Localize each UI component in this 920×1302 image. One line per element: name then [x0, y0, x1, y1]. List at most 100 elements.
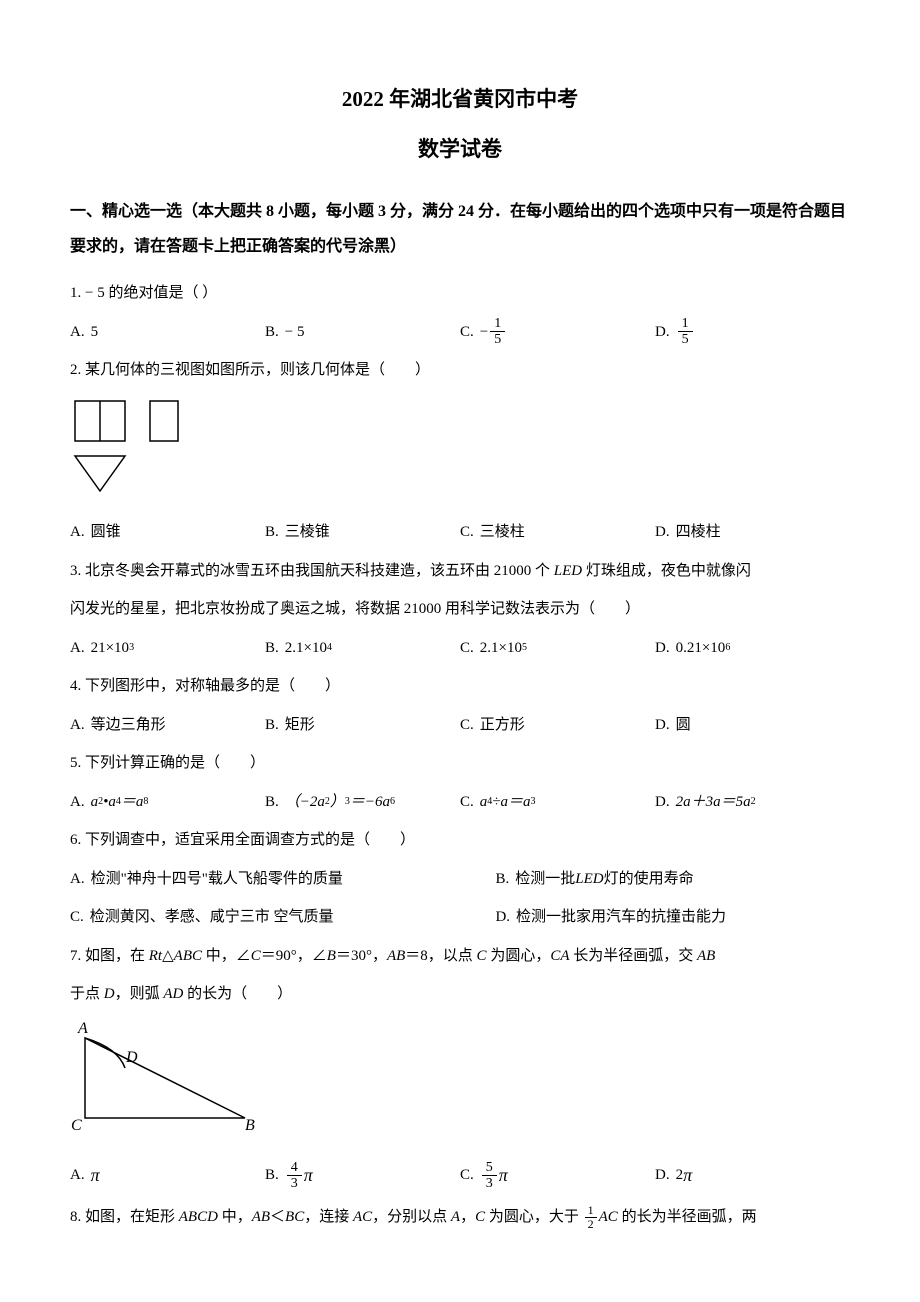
frac-den: 2 [585, 1218, 597, 1231]
q3-l1-a: 3. 北京冬奥会开幕式的冰雪五环由我国航天科技建造，该五环由 21000 个 [70, 563, 554, 579]
frac-den: 3 [482, 1176, 497, 1191]
frac-den: 5 [678, 332, 693, 347]
q3-opt-a: A.21×103 [70, 631, 265, 666]
q4-a-val: 等边三角形 [91, 708, 166, 743]
q2-opt-b: B.三棱锥 [265, 515, 460, 550]
opt-label-c: C. [460, 785, 474, 820]
frac-num: 1 [678, 316, 693, 332]
frac-den: 3 [287, 1176, 302, 1191]
q2-d-val: 四棱柱 [676, 515, 721, 550]
q5-opt-b: B.（−2a2）3＝−6a6 [265, 785, 460, 820]
opt-label-a: A. [70, 785, 85, 820]
opt-label-c: C. [460, 515, 474, 550]
q7-1: 7. 如图，在 [70, 948, 149, 964]
q8-comma: ， [460, 1209, 475, 1225]
q7-tri: △ [162, 948, 174, 964]
q8-lt: ＜ [270, 1209, 285, 1225]
opt-label-a: A. [70, 315, 85, 350]
q7-ab: AB [387, 948, 405, 964]
q4-options: A.等边三角形 B.矩形 C.正方形 D.圆 [70, 708, 850, 743]
q8-abcd: ABCD [179, 1209, 218, 1225]
opt-label-c: C. [460, 708, 474, 743]
opt-label-d: D. [655, 785, 670, 820]
q6-options-row1: A.检测"神舟十四号"载人飞船零件的质量 B.检测一批 LED 灯的使用寿命 [70, 862, 850, 897]
q7-ab2: AB [697, 948, 715, 964]
opt-label-d: D. [655, 515, 670, 550]
opt-label-a: A. [70, 515, 85, 550]
q5b-3: ＝−6a [350, 785, 390, 820]
q5b-2: ） [330, 785, 345, 820]
q8-text: 8. 如图，在矩形 ABCD 中，AB＜BC，连接 AC，分别以点 A，C 为圆… [70, 1200, 850, 1235]
opt-label-b: B. [265, 631, 279, 666]
q1-opt-b: B.− 5 [265, 315, 460, 350]
pi-icon: π [683, 1155, 692, 1196]
frac-num: 1 [585, 1204, 597, 1218]
opt-label-d: D. [655, 708, 670, 743]
q7-abc: ABC [174, 948, 202, 964]
q8-a: A [451, 1209, 460, 1225]
opt-label-c: C. [460, 1158, 474, 1193]
q7-ad: AD [163, 986, 183, 1002]
q5a-2: •a [103, 785, 116, 820]
pi-icon: π [499, 1155, 508, 1196]
q7-options: A.π B.43π C.53π D.2π [70, 1155, 850, 1196]
q6-text: 6. 下列调查中，适宜采用全面调查方式的是（ ） [70, 823, 850, 858]
q5-text: 5. 下列计算正确的是（ ） [70, 746, 850, 781]
q2-figure [70, 396, 850, 507]
opt-label-a: A. [70, 1158, 85, 1193]
q4-opt-a: A.等边三角形 [70, 708, 265, 743]
q1-opt-a: A.5 [70, 315, 265, 350]
q7-ca: CA [550, 948, 569, 964]
q6b-2: 灯的使用寿命 [604, 862, 694, 897]
q4-c-val: 正方形 [480, 708, 525, 743]
q1-opt-d: D. 15 [655, 315, 850, 350]
q3-l1-b: 灯珠组成，夜色中就像闪 [582, 563, 751, 579]
q7-5: ＝8，以点 [405, 948, 476, 964]
q3-d-base: 0.21×10 [676, 631, 726, 666]
q7b-frac: 43 [287, 1160, 302, 1192]
opt-label-d: D. [655, 1158, 670, 1193]
q7d-coef: 2 [676, 1158, 684, 1193]
frac-num: 4 [287, 1160, 302, 1176]
q7-10: 的长为（ ） [183, 986, 292, 1002]
opt-label-b: B. [265, 785, 279, 820]
q1-c-neg: − [480, 315, 488, 350]
pi-icon: π [304, 1155, 313, 1196]
q6-opt-b: B.检测一批 LED 灯的使用寿命 [495, 862, 850, 897]
q3-opt-b: B.2.1×104 [265, 631, 460, 666]
q7-b: B [327, 948, 336, 964]
q5d-1: 2a＋3a＝5a [676, 785, 751, 820]
q7-d: D [104, 986, 115, 1002]
q3-opt-d: D.0.21×106 [655, 631, 850, 666]
q3-c-base: 2.1×10 [480, 631, 522, 666]
q2-opt-d: D.四棱柱 [655, 515, 850, 550]
q7-6: 为圆心， [487, 948, 551, 964]
q7-4: ＝30°， [336, 948, 387, 964]
exam-title: 2022 年湖北省黄冈市中考 [70, 80, 850, 120]
opt-label-d: D. [655, 315, 670, 350]
frac-den: 5 [490, 332, 505, 347]
q4-opt-b: B.矩形 [265, 708, 460, 743]
pi-icon: π [91, 1155, 100, 1196]
q6b-led: LED [575, 862, 603, 897]
q2-c-val: 三棱柱 [480, 515, 525, 550]
q3-a-base: 21×10 [91, 631, 129, 666]
q7-opt-c: C.53π [460, 1155, 655, 1196]
q7-7: 长为半径画弧，交 [570, 948, 698, 964]
q7-opt-a: A.π [70, 1155, 265, 1196]
opt-label-b: B. [495, 862, 509, 897]
q7c-frac: 53 [482, 1160, 497, 1192]
q7-c: C [251, 948, 261, 964]
q8-2: 中， [218, 1209, 252, 1225]
q6-c-val: 检测黄冈、孝感、咸宁三市 空气质量 [90, 900, 334, 935]
q5c-2: ÷a＝a [492, 785, 530, 820]
exam-subtitle: 数学试卷 [70, 130, 850, 170]
q8-ac: AC [353, 1209, 372, 1225]
opt-label-c: C. [460, 631, 474, 666]
opt-label-a: A. [70, 708, 85, 743]
q2-opt-a: A.圆锥 [70, 515, 265, 550]
q5a-3: ＝a [121, 785, 144, 820]
svg-text:C: C [71, 1117, 82, 1134]
opt-label-d: D. [655, 631, 670, 666]
q8-4: ，分别以点 [372, 1209, 451, 1225]
